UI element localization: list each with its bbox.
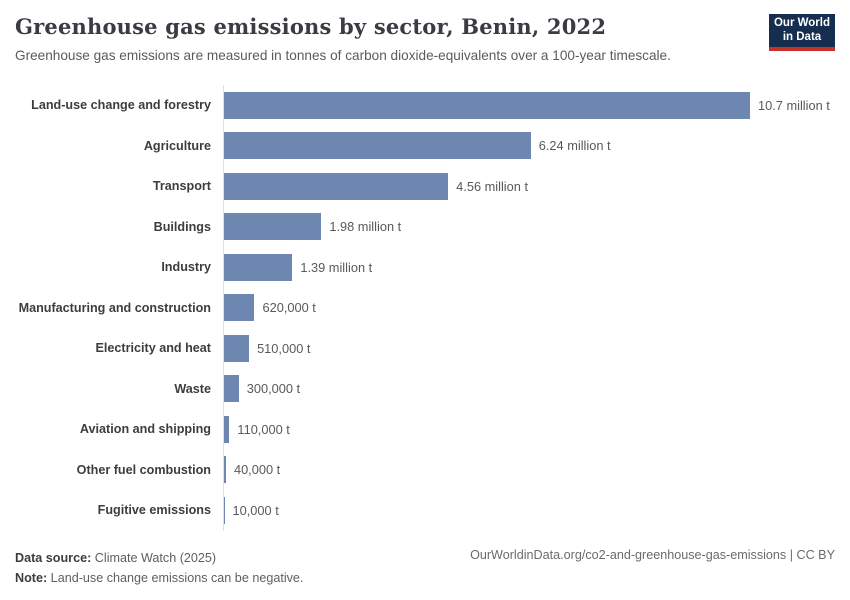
chart-row: Industry 1.39 million t: [15, 247, 835, 288]
chart-row: Transport 4.56 million t: [15, 166, 835, 207]
category-label: Electricity and heat: [95, 341, 211, 356]
bar[interactable]: [224, 213, 322, 241]
value-label: 620,000 t: [262, 300, 316, 316]
bar[interactable]: [224, 415, 230, 443]
value-label: 300,000 t: [246, 381, 301, 397]
owid-logo-line2: in Data: [782, 31, 822, 43]
category-label: Fugitive emissions: [97, 503, 211, 518]
bar-zone: 1.98 million t: [223, 206, 835, 247]
bar-zone: 10,000 t: [223, 490, 835, 531]
note-line: Note: Land-use change emissions can be n…: [15, 568, 303, 588]
data-source-label: Data source:: [15, 551, 92, 565]
chart-row: Land-use change and forestry 10.7 millio…: [15, 85, 835, 126]
category-label: Agriculture: [143, 138, 211, 153]
category-label: Other fuel combustion: [76, 462, 211, 477]
category-label: Land-use change and forestry: [31, 98, 211, 113]
value-label: 1.39 million t: [300, 259, 373, 275]
owid-logo[interactable]: Our World in Data: [769, 14, 835, 51]
bar[interactable]: [224, 253, 293, 281]
chart-row: Buildings 1.98 million t: [15, 206, 835, 247]
chart-row: Manufacturing and construction 620,000 t: [15, 287, 835, 328]
bar[interactable]: [224, 496, 225, 524]
value-label: 6.24 million t: [538, 138, 611, 154]
bar[interactable]: [224, 375, 239, 403]
owid-credit-link[interactable]: OurWorldinData.org/co2-and-greenhouse-ga…: [470, 548, 835, 562]
bar[interactable]: [224, 132, 531, 160]
chart-rows: Land-use change and forestry 10.7 millio…: [15, 85, 835, 531]
bar-zone: 110,000 t: [223, 409, 835, 450]
note-label: Note:: [15, 571, 48, 585]
bar[interactable]: [224, 294, 255, 322]
data-source-value: Climate Watch (2025): [91, 551, 217, 565]
bar-zone: 510,000 t: [223, 328, 835, 369]
bar-zone: 1.39 million t: [223, 247, 835, 288]
bar-zone: 40,000 t: [223, 449, 835, 490]
note-value: Land-use change emissions can be negativ…: [47, 571, 304, 585]
value-label: 40,000 t: [233, 462, 281, 478]
bar[interactable]: [224, 456, 226, 484]
page-title: Greenhouse gas emissions by sector, Beni…: [15, 14, 607, 39]
bar-zone: 4.56 million t: [223, 166, 835, 207]
chart-row: Waste 300,000 t: [15, 368, 835, 409]
chart-header: Greenhouse gas emissions by sector, Beni…: [15, 14, 835, 63]
value-label: 4.56 million t: [456, 178, 528, 194]
bar-zone: 10.7 million t: [223, 85, 835, 126]
bar[interactable]: [224, 172, 449, 200]
value-label: 1.98 million t: [329, 219, 402, 235]
category-label: Waste: [174, 381, 211, 396]
chart-row: Electricity and heat 510,000 t: [15, 328, 835, 369]
bar-zone: 6.24 million t: [223, 125, 835, 166]
value-label: 10,000 t: [232, 502, 279, 518]
category-label: Industry: [161, 260, 211, 275]
bar-chart: Land-use change and forestry 10.7 millio…: [15, 85, 835, 531]
value-label: 110,000 t: [237, 421, 290, 437]
value-label: 10.7 million t: [758, 97, 830, 113]
chart-row: Aviation and shipping 110,000 t: [15, 409, 835, 450]
owid-logo-line1: Our World: [773, 17, 830, 29]
bar[interactable]: [224, 334, 250, 362]
data-source-line: Data source: Climate Watch (2025): [15, 548, 303, 568]
category-label: Aviation and shipping: [79, 422, 211, 437]
category-label: Transport: [152, 179, 211, 194]
chart-row: Other fuel combustion 40,000 t: [15, 449, 835, 490]
bar-zone: 300,000 t: [223, 368, 835, 409]
chart-row: Fugitive emissions 10,000 t: [15, 490, 835, 531]
chart-row: Agriculture 6.24 million t: [15, 125, 835, 166]
chart-subtitle: Greenhouse gas emissions are measured in…: [15, 48, 671, 63]
category-label: Manufacturing and construction: [18, 300, 211, 315]
category-label: Buildings: [153, 219, 211, 234]
footer-left: Data source: Climate Watch (2025) Note: …: [15, 548, 303, 588]
bar-zone: 620,000 t: [223, 287, 835, 328]
bar[interactable]: [224, 91, 750, 119]
value-label: 510,000 t: [257, 340, 311, 356]
chart-footer: Data source: Climate Watch (2025) Note: …: [15, 548, 835, 588]
